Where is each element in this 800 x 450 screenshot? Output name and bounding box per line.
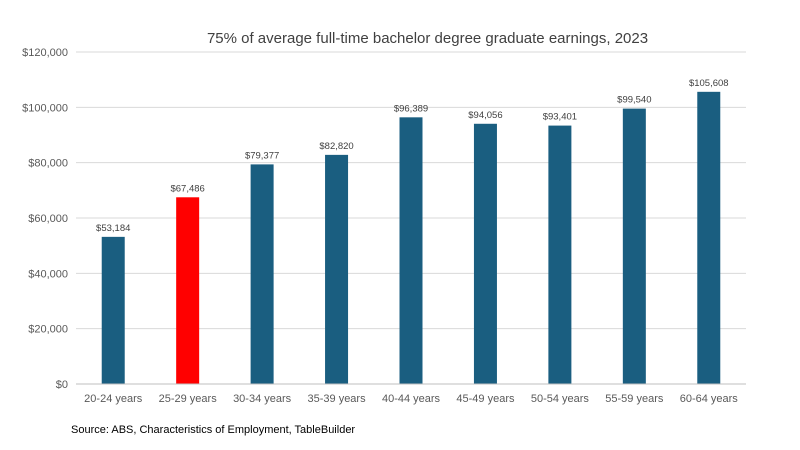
y-tick-label: $60,000 (28, 213, 68, 225)
data-labels: $53,184 $67,486 $79,377 $82,820 $96,389 $94,0… (96, 78, 729, 234)
y-axis-tick-labels: $0 $20,000 $40,000 $60,000 $80,000 $100,000 $1… (22, 47, 68, 391)
bar-30-34-years (250, 164, 274, 384)
data-label: $79,377 (245, 150, 279, 161)
x-tick-label: 30-34 years (233, 393, 292, 405)
bar-45-49-years (473, 123, 497, 385)
bar-35-39-years (325, 154, 349, 384)
y-tick-label: $20,000 (28, 324, 68, 336)
chart-title: 75% of average full-time bachelor degree… (206, 30, 649, 47)
x-tick-label: 20-24 years (84, 393, 143, 405)
source-note: Source: ABS, Characteristics of Employme… (71, 424, 356, 436)
data-label: $82,820 (319, 141, 353, 152)
x-axis-tick-labels: 20-24 years 25-29 years 30-34 years 35-39 y… (84, 393, 738, 405)
data-label: $94,056 (468, 110, 502, 121)
y-tick-label: $120,000 (22, 47, 68, 59)
bar-50-54-years (548, 125, 572, 384)
y-tick-label: $40,000 (28, 268, 68, 280)
y-tick-label: $100,000 (22, 102, 68, 114)
bar-55-59-years (622, 108, 646, 384)
x-tick-label: 25-29 years (159, 393, 218, 405)
data-label: $105,608 (689, 78, 729, 89)
data-label: $67,486 (170, 183, 204, 194)
x-tick-label: 50-54 years (531, 393, 590, 405)
x-tick-label: 60-64 years (680, 393, 739, 405)
data-label: $99,540 (617, 95, 651, 106)
y-tick-label: $0 (56, 379, 68, 391)
data-label: $53,184 (96, 223, 130, 234)
y-tick-label: $80,000 (28, 158, 68, 170)
data-label: $96,389 (394, 103, 428, 114)
bars (101, 91, 721, 385)
bar-20-24-years (101, 236, 125, 384)
bar-40-44-years (399, 117, 423, 385)
x-tick-label: 55-59 years (605, 393, 664, 405)
bar-60-64-years (697, 91, 721, 384)
x-tick-label: 35-39 years (308, 393, 367, 405)
bar-25-29-years (176, 197, 200, 384)
data-label: $93,401 (543, 112, 577, 123)
x-tick-label: 40-44 years (382, 393, 441, 405)
x-tick-label: 45-49 years (456, 393, 515, 405)
